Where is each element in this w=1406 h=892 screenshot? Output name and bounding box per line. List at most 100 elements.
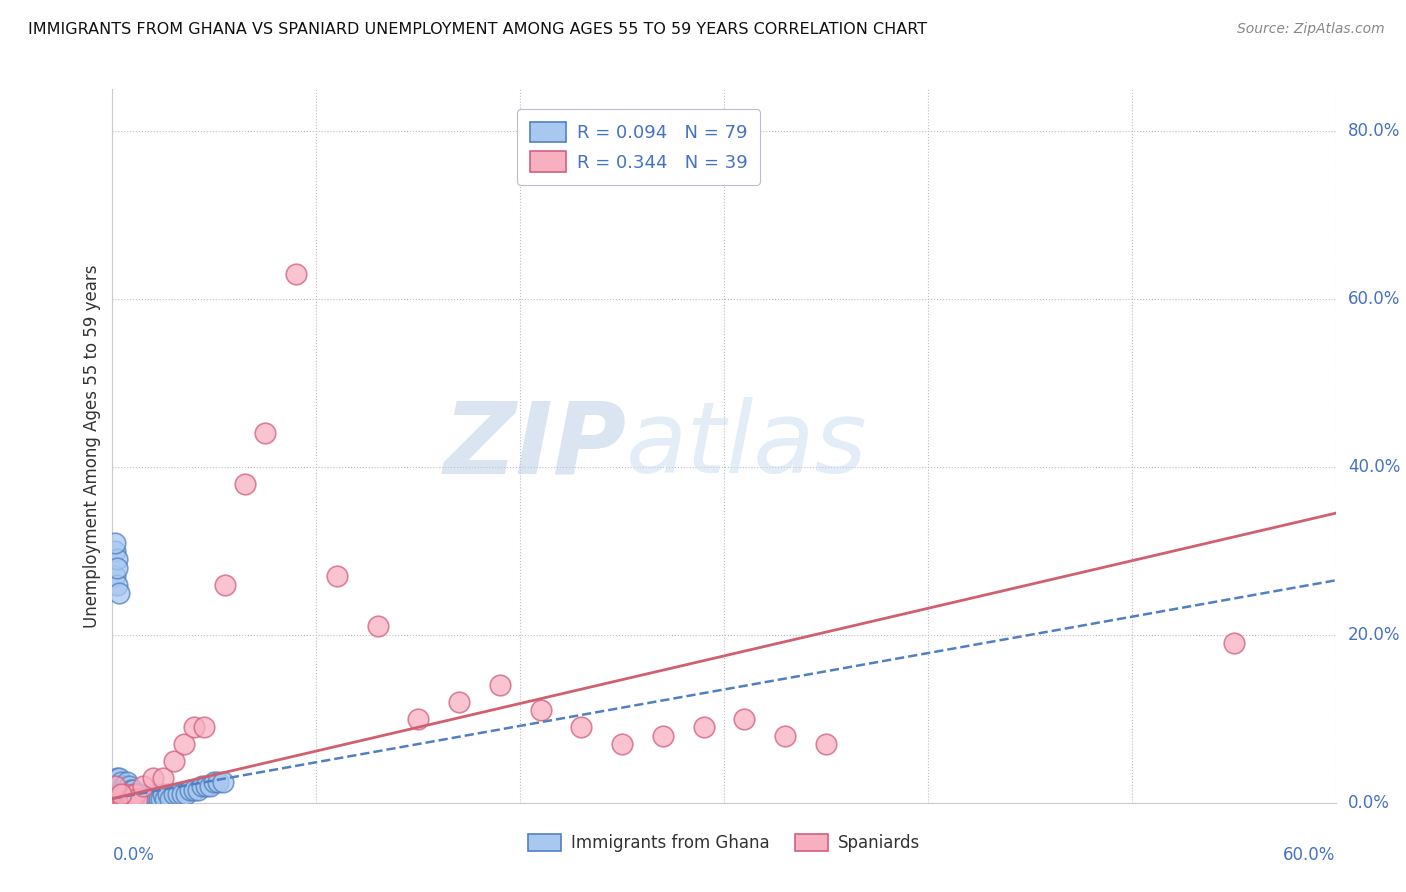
Point bbox=[610, 737, 633, 751]
Point bbox=[204, 774, 226, 789]
Point bbox=[122, 783, 145, 797]
Point bbox=[233, 476, 256, 491]
Point bbox=[124, 791, 146, 805]
Point bbox=[105, 783, 128, 797]
Point bbox=[156, 788, 179, 802]
Point bbox=[115, 791, 138, 805]
Point bbox=[1223, 636, 1246, 650]
Text: 80.0%: 80.0% bbox=[1348, 122, 1400, 140]
Point bbox=[122, 788, 145, 802]
Point bbox=[174, 788, 197, 802]
Point bbox=[187, 783, 209, 797]
Point bbox=[124, 788, 146, 802]
Point bbox=[284, 267, 308, 281]
Point bbox=[254, 426, 277, 441]
Point bbox=[125, 788, 148, 802]
Point bbox=[128, 788, 150, 802]
Point bbox=[163, 754, 186, 768]
Point bbox=[183, 720, 205, 734]
Point bbox=[366, 619, 388, 633]
Point bbox=[110, 783, 132, 797]
Point bbox=[138, 791, 160, 805]
Point bbox=[166, 788, 188, 802]
Point bbox=[111, 791, 134, 805]
Point bbox=[118, 779, 141, 793]
Point bbox=[124, 788, 146, 802]
Point bbox=[107, 791, 129, 805]
Point bbox=[105, 791, 128, 805]
Y-axis label: Unemployment Among Ages 55 to 59 years: Unemployment Among Ages 55 to 59 years bbox=[83, 264, 101, 628]
Point bbox=[105, 791, 128, 805]
Point bbox=[107, 779, 129, 793]
Point bbox=[103, 544, 125, 558]
Point bbox=[103, 569, 125, 583]
Point bbox=[146, 791, 169, 805]
Point bbox=[159, 791, 181, 805]
Point bbox=[105, 577, 128, 591]
Point bbox=[193, 720, 215, 734]
Text: 0.0%: 0.0% bbox=[112, 846, 155, 863]
Point bbox=[734, 712, 756, 726]
Text: atlas: atlas bbox=[626, 398, 868, 494]
Point bbox=[105, 552, 128, 566]
Point bbox=[129, 791, 152, 805]
Point bbox=[191, 779, 214, 793]
Point bbox=[152, 771, 174, 785]
Point bbox=[200, 779, 222, 793]
Point bbox=[105, 788, 128, 802]
Point bbox=[214, 577, 236, 591]
Point bbox=[211, 774, 233, 789]
Point bbox=[115, 774, 138, 789]
Point bbox=[107, 586, 129, 600]
Point bbox=[150, 791, 173, 805]
Point bbox=[141, 791, 163, 805]
Legend: Immigrants from Ghana, Spaniards: Immigrants from Ghana, Spaniards bbox=[522, 827, 927, 859]
Point bbox=[105, 771, 128, 785]
Point bbox=[120, 791, 142, 805]
Point bbox=[114, 779, 136, 793]
Point bbox=[122, 791, 145, 805]
Point bbox=[120, 783, 142, 797]
Point bbox=[142, 771, 165, 785]
Point bbox=[120, 791, 142, 805]
Point bbox=[118, 791, 141, 805]
Point bbox=[118, 791, 141, 805]
Point bbox=[152, 788, 174, 802]
Point bbox=[136, 791, 159, 805]
Point bbox=[115, 791, 138, 805]
Point bbox=[571, 720, 593, 734]
Point bbox=[107, 783, 129, 797]
Point bbox=[110, 791, 132, 805]
Point bbox=[693, 720, 716, 734]
Point bbox=[103, 779, 125, 793]
Point bbox=[111, 791, 134, 805]
Point bbox=[111, 783, 134, 797]
Point bbox=[815, 737, 838, 751]
Point bbox=[114, 788, 136, 802]
Point bbox=[529, 703, 551, 717]
Text: 40.0%: 40.0% bbox=[1348, 458, 1400, 476]
Text: 60.0%: 60.0% bbox=[1284, 846, 1336, 863]
Point bbox=[173, 737, 195, 751]
Point bbox=[107, 791, 129, 805]
Point bbox=[326, 569, 349, 583]
Text: 0.0%: 0.0% bbox=[1348, 794, 1389, 812]
Point bbox=[142, 791, 165, 805]
Point bbox=[110, 788, 132, 802]
Point bbox=[110, 774, 132, 789]
Point bbox=[110, 788, 132, 802]
Point bbox=[120, 788, 142, 802]
Point bbox=[489, 678, 512, 692]
Point bbox=[128, 791, 150, 805]
Point bbox=[115, 788, 138, 802]
Text: IMMIGRANTS FROM GHANA VS SPANIARD UNEMPLOYMENT AMONG AGES 55 TO 59 YEARS CORRELA: IMMIGRANTS FROM GHANA VS SPANIARD UNEMPL… bbox=[28, 22, 927, 37]
Point bbox=[118, 788, 141, 802]
Point bbox=[103, 788, 125, 802]
Point bbox=[134, 791, 156, 805]
Point bbox=[447, 695, 470, 709]
Point bbox=[132, 779, 155, 793]
Point bbox=[143, 788, 166, 802]
Text: ZIP: ZIP bbox=[443, 398, 626, 494]
Point bbox=[775, 729, 797, 743]
Point bbox=[122, 791, 145, 805]
